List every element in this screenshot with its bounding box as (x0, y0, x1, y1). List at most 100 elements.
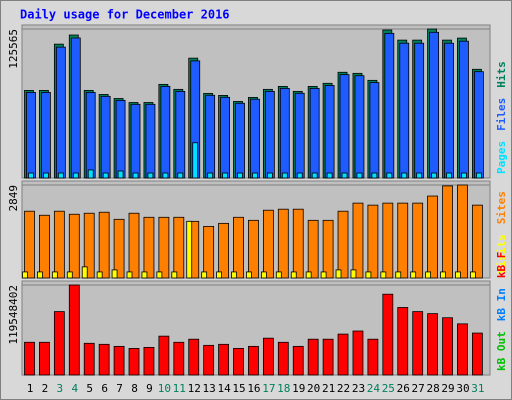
bar (382, 202, 394, 279)
chart-title: Daily usage for December 2016 (20, 8, 230, 22)
x-tick-label: 8 (131, 382, 138, 395)
bar (113, 218, 125, 279)
legend: Visits Sites (495, 191, 508, 274)
x-tick-label: 12 (188, 382, 201, 395)
legend-entry: Files (495, 98, 508, 131)
x-tick-label: 25 (382, 382, 395, 395)
bar (262, 209, 274, 279)
bar (126, 271, 133, 279)
legend-entry: Sites (495, 191, 508, 224)
bar (425, 271, 432, 279)
bar (51, 271, 58, 279)
bar (87, 169, 94, 179)
bar (85, 92, 96, 179)
bar (43, 172, 49, 179)
bar (248, 219, 259, 279)
bar (128, 212, 140, 279)
bar (380, 271, 387, 279)
bar (252, 172, 258, 179)
y-tick-label: 2849 (7, 185, 20, 212)
bar (171, 271, 178, 279)
bar (337, 210, 349, 279)
legend-entry: Visits (495, 234, 508, 274)
bar (307, 338, 319, 376)
bar (461, 172, 467, 179)
bar (192, 142, 199, 179)
bar (175, 90, 186, 179)
legend: Pages Files Hits (495, 61, 508, 174)
x-tick-label: 7 (116, 382, 123, 395)
bar (294, 92, 305, 179)
x-tick-label: 20 (307, 382, 320, 395)
bar (442, 317, 453, 376)
bar (237, 172, 243, 179)
bar (203, 344, 215, 376)
bar (455, 271, 461, 279)
bar (412, 311, 424, 376)
bar (100, 95, 111, 179)
bar (367, 204, 379, 279)
x-tick-label: 22 (337, 382, 350, 395)
bar (341, 172, 348, 179)
bar (309, 88, 320, 179)
bar (440, 271, 446, 279)
bar (158, 216, 170, 279)
bar (365, 271, 372, 279)
bar (96, 271, 103, 279)
bar (292, 345, 304, 376)
bar (143, 216, 155, 279)
bar (173, 216, 185, 279)
bar (281, 172, 288, 179)
bar (427, 313, 439, 376)
bar (39, 214, 50, 279)
bar (145, 103, 156, 179)
bar (233, 348, 244, 376)
bar (469, 271, 476, 279)
bar (277, 208, 289, 279)
bar (397, 307, 409, 376)
bar (444, 42, 454, 179)
bar (37, 271, 43, 279)
bar (457, 323, 468, 376)
bar (427, 195, 439, 279)
x-tick-label: 30 (456, 382, 469, 395)
bar (205, 94, 216, 179)
bar (68, 213, 80, 279)
x-tick-label: 19 (292, 382, 305, 395)
bar (307, 219, 319, 279)
bar (53, 311, 65, 376)
bar (354, 75, 365, 179)
bar (260, 271, 267, 279)
bar (102, 172, 109, 179)
bar (326, 172, 333, 179)
bar (203, 225, 215, 279)
bar (158, 335, 170, 376)
bar (222, 172, 228, 179)
bar (266, 172, 273, 179)
bar (160, 85, 171, 179)
bar (113, 345, 125, 376)
bar (305, 271, 312, 279)
bar (147, 172, 154, 179)
x-tick-label: 21 (322, 382, 335, 395)
bar (233, 216, 244, 279)
legend-entry: kB F (495, 252, 508, 279)
bar (41, 92, 51, 179)
bar (83, 342, 95, 376)
bar (471, 332, 483, 376)
bar (395, 271, 402, 279)
bar (22, 271, 28, 279)
x-tick-label: 4 (71, 382, 78, 395)
bar (339, 74, 350, 179)
bar (412, 202, 424, 279)
legend-entry: kB Out (495, 331, 508, 371)
bar (457, 184, 468, 279)
bar (473, 71, 484, 179)
bar (475, 172, 482, 179)
bar (442, 185, 453, 279)
y-tick-label: 125565 (7, 29, 20, 69)
bar (369, 82, 380, 179)
bar (446, 172, 452, 179)
x-tick-label: 27 (412, 382, 425, 395)
bar (28, 172, 34, 179)
